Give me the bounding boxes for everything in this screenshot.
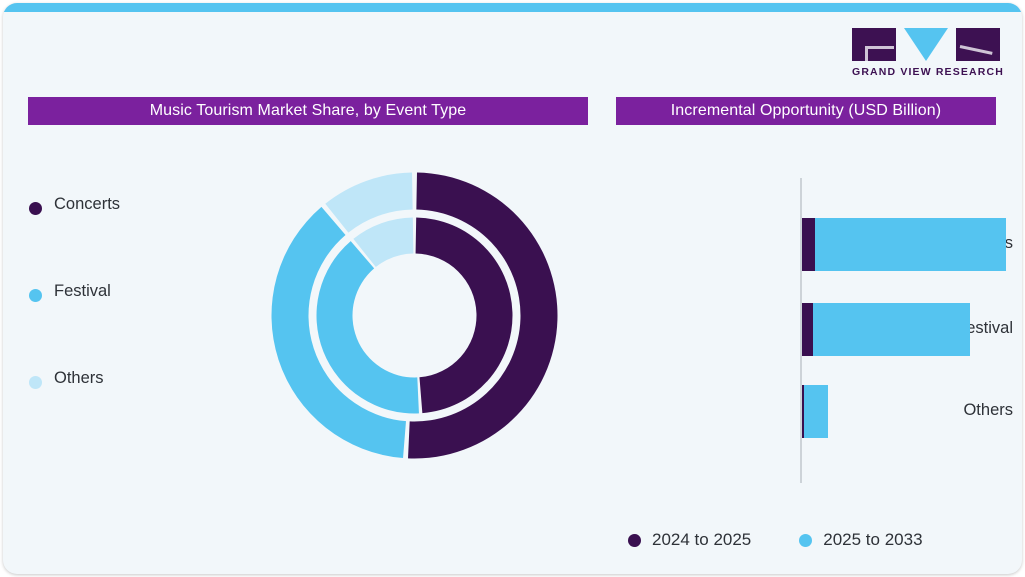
pie-legend: Concerts Festival Others: [29, 195, 209, 456]
logo-wordmark: GRAND VIEW RESEARCH: [852, 66, 1004, 78]
infographic-canvas: GRAND VIEW RESEARCH Music Tourism Market…: [3, 3, 1022, 574]
logo-letter-v: [904, 28, 948, 61]
top-accent-bar: [3, 3, 1022, 12]
legend-label-concerts: Concerts: [54, 195, 121, 213]
legend-swatch-others: [29, 376, 42, 389]
legend-swatch-2025-2033: [799, 533, 813, 547]
donut-slice-concerts[interactable]: [415, 217, 513, 414]
legend-swatch-festival: [29, 289, 42, 302]
legend-label-others: Others: [54, 369, 104, 387]
bar-category-label-others: Others: [963, 400, 1013, 419]
legend-label-2025-2033: 2025 to 2033: [823, 530, 923, 549]
bar-segment-others-2024-to-2025[interactable]: [802, 385, 804, 438]
gvr-logo-icon: [852, 28, 1000, 61]
legend-item-2024-2025[interactable]: 2024 to 2025: [628, 530, 751, 550]
bar-segment-concerts-2025-to-2033[interactable]: [814, 218, 1006, 271]
bar-chart-axis: [800, 178, 802, 483]
bar-segment-concerts-2024-to-2025[interactable]: [802, 218, 815, 271]
donut-slice-festival[interactable]: [271, 206, 406, 459]
left-panel-title: Music Tourism Market Share, by Event Typ…: [28, 97, 588, 125]
donut-svg: [271, 172, 558, 459]
donut-ring-2033: [271, 172, 558, 459]
legend-swatch-2024-2025: [628, 533, 641, 547]
series-legend: 2024 to 2025 2025 to 2033: [628, 527, 971, 553]
logo-letter-g: [852, 28, 896, 61]
grand-view-research-logo: GRAND VIEW RESEARCH: [852, 28, 1004, 80]
donut-slice-festival[interactable]: [316, 241, 419, 414]
donut-ring-2024: [316, 217, 513, 414]
legend-item-2025-2033[interactable]: 2025 to 2033: [799, 530, 923, 550]
donut-slice-others[interactable]: [353, 217, 414, 268]
bar-segment-festival-2025-to-2033[interactable]: [812, 303, 970, 356]
market-share-donut-chart: [258, 159, 571, 472]
logo-letter-r: [956, 28, 1000, 61]
legend-label-festival: Festival: [54, 282, 111, 300]
legend-label-2024-2025: 2024 to 2025: [652, 530, 752, 549]
bar-segment-others-2025-to-2033[interactable]: [803, 385, 828, 438]
legend-item-concerts[interactable]: Concerts: [29, 195, 209, 282]
legend-item-festival[interactable]: Festival: [29, 282, 209, 369]
legend-swatch-concerts: [29, 202, 42, 215]
donut-slice-others[interactable]: [325, 172, 413, 233]
legend-item-others[interactable]: Others: [29, 369, 209, 456]
bar-category-label-festival: Festival: [956, 318, 1013, 337]
donut-slice-concerts[interactable]: [408, 172, 558, 459]
bar-segment-festival-2024-to-2025[interactable]: [802, 303, 813, 356]
right-panel-title: Incremental Opportunity (USD Billion): [616, 97, 996, 125]
